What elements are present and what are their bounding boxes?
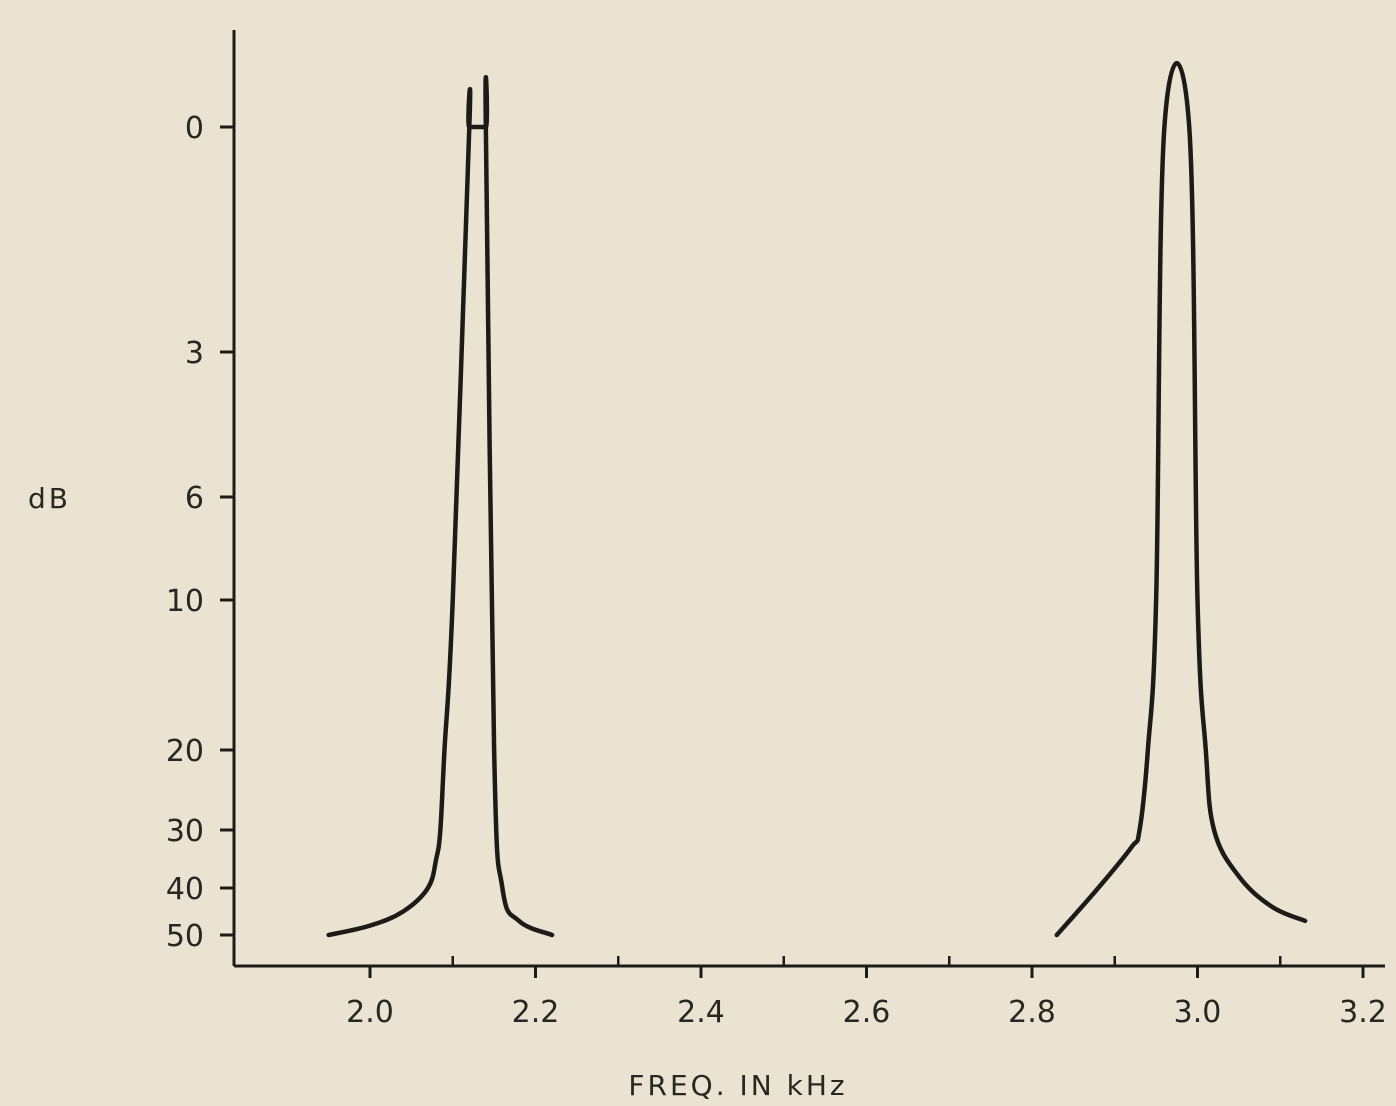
y-tick-label: 20 <box>166 734 204 769</box>
x-tick-label: 2.0 <box>346 995 394 1030</box>
x-tick-label: 2.8 <box>1008 995 1056 1030</box>
plot-area <box>329 63 1305 935</box>
series-line-2 <box>1057 63 1305 935</box>
x-tick-label: 2.2 <box>512 995 560 1030</box>
x-tick-label: 3.2 <box>1339 995 1387 1030</box>
y-axis-label: dB <box>28 482 71 515</box>
x-tick-label: 2.6 <box>843 995 891 1030</box>
y-tick-label: 3 <box>185 336 204 371</box>
y-tick-label: 30 <box>166 814 204 849</box>
series-line-1 <box>329 77 552 935</box>
x-axis-label: FREQ. IN kHz <box>628 1069 847 1102</box>
x-tick-label: 2.4 <box>677 995 725 1030</box>
y-tick-label: 10 <box>166 584 204 619</box>
y-tick-label: 50 <box>166 919 204 954</box>
x-tick-label: 3.0 <box>1174 995 1222 1030</box>
y-tick-label: 6 <box>185 481 204 516</box>
y-tick-label: 40 <box>166 872 204 907</box>
y-tick-label: 0 <box>185 111 204 146</box>
y-axis-ticks: 0 3 6 10 20 30 40 50 <box>166 111 234 954</box>
